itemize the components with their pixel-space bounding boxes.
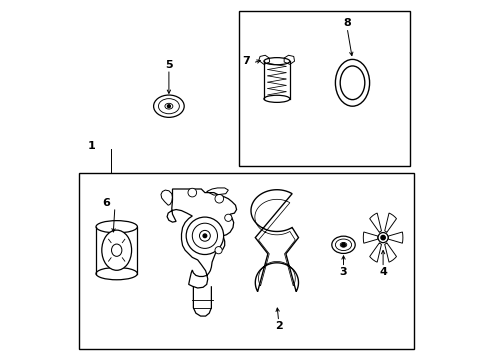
Text: 7: 7 — [242, 56, 250, 66]
Text: 2: 2 — [274, 321, 282, 331]
Ellipse shape — [264, 95, 289, 102]
Circle shape — [224, 214, 231, 221]
Ellipse shape — [102, 230, 131, 270]
Ellipse shape — [264, 58, 289, 65]
Circle shape — [341, 243, 345, 247]
Circle shape — [187, 188, 196, 197]
Ellipse shape — [96, 267, 137, 280]
Circle shape — [380, 235, 385, 240]
Circle shape — [166, 104, 171, 108]
Ellipse shape — [331, 236, 354, 253]
Text: 4: 4 — [378, 267, 386, 277]
Circle shape — [377, 233, 387, 243]
Text: 8: 8 — [343, 18, 350, 28]
Ellipse shape — [96, 221, 137, 233]
Ellipse shape — [340, 243, 346, 247]
Text: 5: 5 — [165, 60, 172, 70]
Circle shape — [203, 234, 206, 238]
Text: 6: 6 — [102, 198, 110, 208]
Ellipse shape — [340, 66, 364, 100]
Text: 1: 1 — [87, 141, 95, 151]
Ellipse shape — [153, 95, 184, 117]
Ellipse shape — [164, 103, 172, 109]
Circle shape — [186, 217, 223, 255]
Circle shape — [215, 194, 223, 203]
Circle shape — [215, 247, 222, 254]
Ellipse shape — [335, 59, 369, 106]
Text: 3: 3 — [339, 267, 346, 277]
Ellipse shape — [111, 244, 122, 256]
